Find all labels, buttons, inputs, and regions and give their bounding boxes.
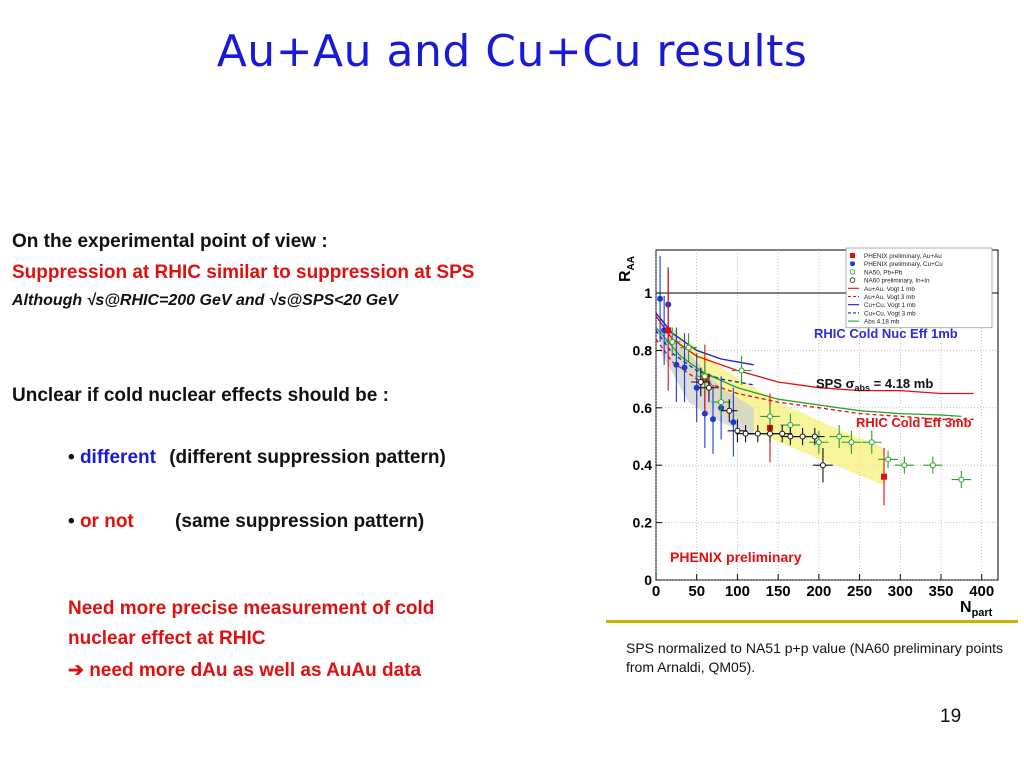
data-point [673, 361, 680, 368]
legend-label: PHENIX preliminary, Au+Au [864, 253, 942, 260]
data-point [881, 473, 887, 480]
legend-label: Abs 4.18 mb [864, 319, 900, 326]
y-tick-label: 0.4 [633, 457, 653, 473]
data-point [701, 373, 708, 380]
legend-label: Au+Au, Vogt 3 mb [864, 294, 915, 301]
x-tick-label: 200 [806, 583, 831, 600]
yellow-band [672, 327, 884, 486]
x-tick-label: 0 [652, 583, 660, 600]
x-tick-label: 300 [888, 583, 913, 600]
x-tick-label: 400 [969, 583, 994, 600]
data-point [734, 427, 741, 434]
data-point [726, 407, 733, 414]
data-point [710, 416, 716, 423]
bullet-different-key: different [79, 447, 156, 468]
suppression-statement: Suppression at RHIC similar to suppressi… [12, 262, 475, 283]
data-point [885, 456, 892, 463]
data-point [811, 433, 818, 440]
bullet-or-not-key: or not [79, 511, 134, 532]
x-tick-label: 350 [928, 583, 953, 600]
bullet-or-not-rest: (same suppression pattern) [175, 511, 425, 532]
experimental-view-heading: On the experimental point of view : [12, 231, 328, 252]
data-point [697, 379, 704, 385]
need-line-2: nuclear effect at RHIC [68, 628, 266, 649]
bullet-glyph: • [68, 447, 75, 468]
data-point [787, 422, 794, 429]
legend-marker [849, 277, 856, 283]
page-number: 19 [940, 706, 962, 727]
legend-label: NA50, Pb+Pb [864, 269, 903, 276]
data-point [718, 399, 725, 406]
data-point [868, 439, 875, 446]
chart-caption: SPS normalized to NA51 p+p value (NA60 p… [626, 640, 1004, 675]
x-axis-label: Npart [960, 599, 993, 618]
data-point [738, 367, 745, 374]
need-line-3: ➔ need more dAu as well as AuAu data [68, 659, 421, 682]
data-point [767, 413, 773, 420]
y-tick-label: 1 [644, 285, 652, 301]
arrow-icon: ➔ [68, 660, 84, 681]
data-point [754, 430, 761, 437]
y-axis-label: RAA [617, 256, 637, 282]
legend-label: Cu+Cu, Vogt 1 mb [864, 302, 916, 309]
divider-rule [606, 620, 1018, 623]
annotation-rhic-cold-1mb: RHIC Cold Nuc Eff 1mb [814, 326, 958, 341]
data-point [848, 439, 855, 446]
data-point [779, 430, 786, 437]
raa-chart: 0 50 100 150 200 250 300 350 400 0 0.2 0.4 0.6 0.8 1 RA… [617, 247, 999, 618]
energy-comparison: Although √s@RHIC=200 GeV and √s@SPS<20 G… [12, 292, 398, 309]
data-point [705, 384, 712, 391]
data-point [901, 462, 908, 469]
x-tick-label: 150 [766, 583, 791, 600]
data-point [657, 295, 664, 302]
unclear-heading: Unclear if cold nuclear effects should b… [12, 385, 389, 406]
data-point [730, 419, 737, 426]
data-point [767, 430, 773, 437]
data-point [815, 439, 822, 446]
bullet-glyph: • [68, 511, 75, 532]
legend-label: PHENIX preliminary, Cu+Cu [864, 261, 943, 268]
model-curve-4 [655, 327, 962, 418]
bullet-different: • different (different suppression patte… [68, 447, 446, 469]
legend-label: Au+Au, Vogt 1 mb [864, 286, 915, 293]
y-tick-label: 0.8 [633, 342, 653, 358]
annotation-rhic-cold-3mb: RHIC Cold Eff 3mb [856, 415, 972, 430]
bullet-or-not: • or not (same suppression pattern) [68, 511, 424, 533]
annotation-sps-abs: SPS σabs = 4.18 mb [816, 376, 933, 393]
legend-marker [850, 253, 855, 258]
need-line-3-text: need more dAu as well as AuAu data [89, 660, 422, 681]
slide-title: Au+Au and Cu+Cu results [216, 26, 808, 77]
data-point [929, 462, 936, 469]
x-tick-label: 100 [725, 583, 750, 600]
data-point [685, 344, 692, 351]
data-point [799, 433, 806, 440]
y-tick-label: 0 [644, 572, 652, 588]
y-tick-label: 0.2 [633, 515, 653, 531]
x-tick-label: 250 [847, 583, 872, 600]
y-axis-label-sub: AA [626, 256, 637, 270]
annotation-sps-sub: abs [855, 383, 871, 393]
legend-label: Cu+Cu, Vogt 3 mb [864, 310, 916, 317]
need-line-1: Need more precise measurement of cold [68, 598, 435, 619]
legend-marker [849, 269, 856, 275]
data-point [665, 327, 672, 334]
data-point [742, 430, 749, 437]
data-point [958, 476, 965, 483]
bullet-different-rest: (different suppression pattern) [169, 447, 446, 468]
data-point [819, 462, 826, 469]
data-point [669, 338, 676, 345]
annotation-phenix-preliminary: PHENIX preliminary [670, 549, 802, 565]
model-curve-2 [655, 312, 754, 366]
y-tick-label: 0.6 [633, 400, 653, 416]
x-axis-label-sub: part [972, 607, 993, 618]
data-point [681, 364, 688, 371]
legend-label: NA60 preliminary, In+In [864, 278, 930, 285]
annotation-sps-suffix: = 4.18 mb [870, 376, 933, 391]
data-point [787, 433, 794, 440]
data-point [693, 384, 700, 391]
legend-box [845, 247, 993, 329]
legend-marker [850, 261, 855, 267]
data-point [836, 433, 843, 440]
x-tick-label: 50 [688, 583, 705, 600]
